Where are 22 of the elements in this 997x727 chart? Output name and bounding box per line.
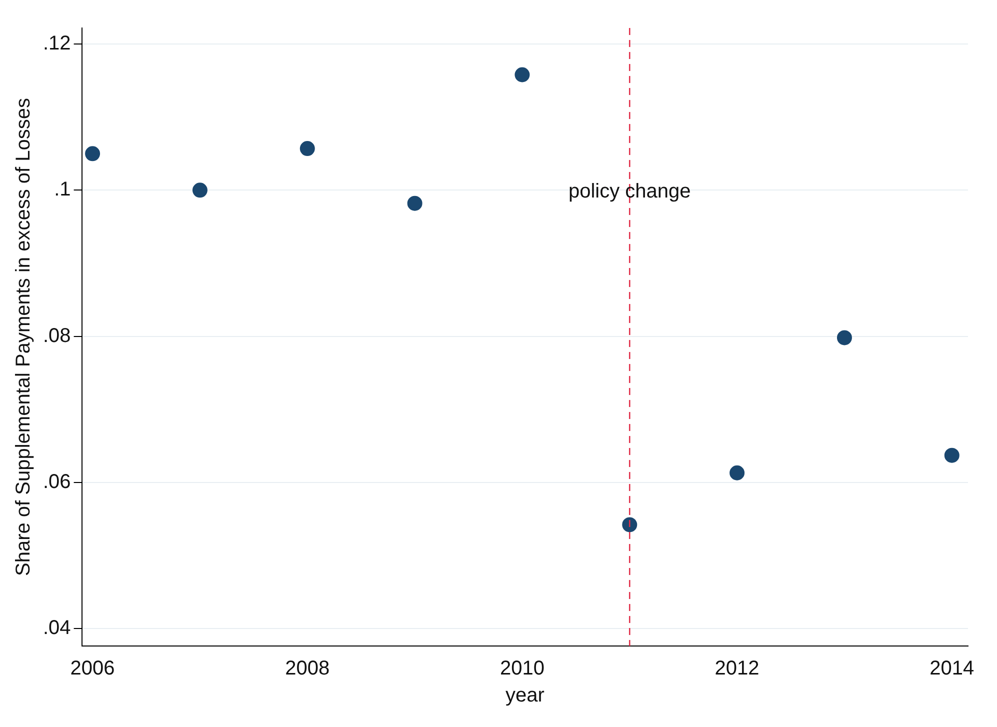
- ref-line-label: policy change: [568, 180, 691, 202]
- x-tick-label: 2006: [70, 658, 115, 680]
- x-tick-label: 2008: [285, 658, 330, 680]
- point: [192, 182, 208, 198]
- point: [300, 141, 315, 156]
- y-tick-label: .06: [42, 470, 71, 493]
- point: [730, 465, 745, 480]
- y-tick-label: .1: [54, 178, 71, 201]
- x-tick-label: 2012: [714, 658, 760, 680]
- y-tick-label: .12: [42, 32, 71, 55]
- y-tick-label: .08: [42, 324, 71, 347]
- point: [622, 517, 638, 532]
- x-axis-title: year: [505, 684, 545, 707]
- point: [836, 330, 852, 346]
- y-axis-title: Share of Supplemental Payments in excess of Losses: [12, 98, 35, 576]
- point: [514, 67, 530, 82]
- point: [85, 146, 100, 162]
- x-tick-label: 2010: [500, 658, 544, 680]
- point: [407, 196, 422, 211]
- y-tick-label: .04: [42, 616, 71, 639]
- x-tick-label: 2014: [930, 658, 974, 680]
- point: [944, 448, 960, 463]
